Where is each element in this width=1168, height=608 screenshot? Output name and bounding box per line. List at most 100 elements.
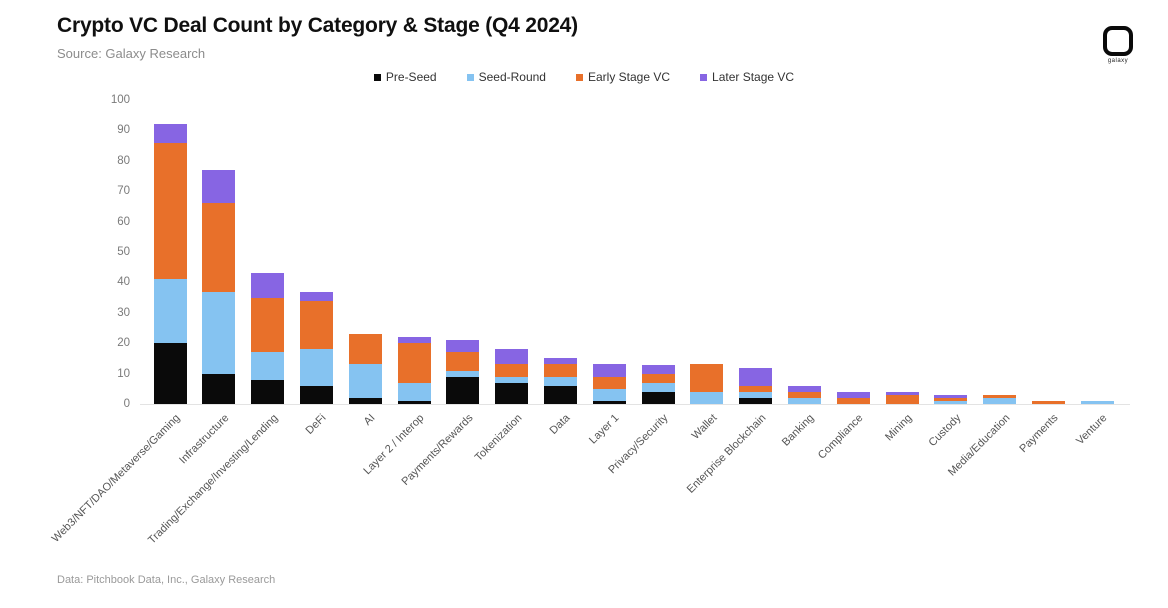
legend-label: Later Stage VC xyxy=(712,70,795,84)
bar-segment xyxy=(543,385,577,404)
bar-segment xyxy=(885,391,919,395)
chart-legend: Pre-Seed Seed-Round Early Stage VC Later St… xyxy=(0,70,1168,84)
x-axis-label: Venture xyxy=(1074,412,1110,448)
bar-stack xyxy=(934,394,968,404)
bar-segment xyxy=(592,364,626,377)
bar-segment xyxy=(397,382,431,401)
legend-swatch-icon xyxy=(373,73,381,81)
bar-segment xyxy=(397,400,431,404)
bar-segment xyxy=(251,352,285,380)
bar-stack xyxy=(592,364,626,404)
legend-swatch-icon xyxy=(575,73,583,81)
bar-stack xyxy=(1031,400,1065,404)
bar-stack xyxy=(836,391,870,404)
legend-item: Seed-Round xyxy=(466,70,546,84)
y-axis-tick: 10 xyxy=(117,367,130,380)
legend-item: Early Stage VC xyxy=(575,70,671,84)
x-axis-label: Custody xyxy=(926,412,964,450)
y-axis-tick: 40 xyxy=(117,276,130,289)
bar-segment xyxy=(592,400,626,404)
bar-segment xyxy=(348,397,382,404)
bar-segment xyxy=(1080,400,1114,404)
bar-segment xyxy=(543,358,577,365)
bar-segment xyxy=(690,391,724,404)
bar-stack xyxy=(1080,400,1114,404)
galaxy-logo: galaxy xyxy=(1098,26,1138,64)
bar-segment xyxy=(446,376,480,404)
x-axis-label: Wallet xyxy=(689,412,720,442)
bar-segment xyxy=(739,397,773,404)
legend-item: Later Stage VC xyxy=(700,70,794,84)
bar-stack xyxy=(690,364,724,404)
bar-stack xyxy=(299,291,333,404)
bar-segment xyxy=(641,373,675,383)
bar-segment xyxy=(592,388,626,401)
bar-stack xyxy=(641,364,675,404)
bar-segment xyxy=(641,382,675,392)
bar-segment xyxy=(983,397,1017,404)
bar-segment xyxy=(202,291,236,374)
y-axis-tick: 90 xyxy=(117,124,130,137)
bar-segment xyxy=(543,364,577,377)
bar-segment xyxy=(202,203,236,292)
bar-segment xyxy=(934,400,968,404)
bar-segment xyxy=(787,385,821,392)
bar-segment xyxy=(787,391,821,398)
footer-attribution: Data: Pitchbook Data, Inc., Galaxy Resea… xyxy=(57,574,276,586)
y-axis-tick: 80 xyxy=(117,154,130,167)
legend-item: Pre-Seed xyxy=(373,70,437,84)
bar-segment xyxy=(397,337,431,344)
stacked-bar-chart: 0 10 20 30 40 50 60 70 80 90 100 Web3/NFT/DAO/Metav… xyxy=(50,94,1130,546)
legend-label: Seed-Round xyxy=(478,70,546,84)
x-axis-label: Infrastructure xyxy=(176,412,232,467)
bar-stack xyxy=(495,349,529,404)
bar-stack xyxy=(739,367,773,404)
legend-swatch-icon xyxy=(700,73,708,81)
bar-stack xyxy=(543,358,577,404)
bar-segment xyxy=(495,382,529,404)
bar-segment xyxy=(934,397,968,401)
y-axis-tick: 100 xyxy=(110,94,130,106)
bar-segment xyxy=(543,376,577,386)
x-axis-label: Data xyxy=(547,412,573,437)
bar-segment xyxy=(153,343,187,404)
x-axis-label: Compliance xyxy=(816,412,866,462)
legend-swatch-icon xyxy=(466,73,474,81)
page-title: Crypto VC Deal Count by Category & Stage… xyxy=(57,14,578,37)
bar-stack xyxy=(397,337,431,404)
bar-segment xyxy=(641,391,675,404)
bar-segment xyxy=(739,391,773,398)
bar-segment xyxy=(153,142,187,280)
galaxy-logo-text: galaxy xyxy=(1107,58,1129,64)
bar-stack xyxy=(153,124,187,404)
y-axis-tick: 30 xyxy=(117,306,130,319)
x-axis-label: DeFi xyxy=(303,412,329,437)
bar-stack xyxy=(251,273,285,404)
x-axis-label: Layer 1 xyxy=(587,412,622,447)
legend-label: Early Stage VC xyxy=(587,70,671,84)
x-axis-label: Mining xyxy=(883,412,915,444)
bar-segment xyxy=(446,352,480,371)
x-axis-label: Tokenization xyxy=(472,412,525,464)
bar-segment xyxy=(299,300,333,350)
bar-segment xyxy=(787,397,821,404)
bar-stack xyxy=(446,340,480,404)
bar-segment xyxy=(446,370,480,377)
bar-segment xyxy=(592,376,626,389)
bar-segment xyxy=(202,169,236,204)
y-axis-tick: 0 xyxy=(123,398,130,410)
y-axis-tick: 50 xyxy=(117,246,130,258)
galaxy-logo-icon xyxy=(1103,26,1133,56)
bar-segment xyxy=(495,364,529,377)
bar-segment xyxy=(641,364,675,374)
y-axis-tick: 70 xyxy=(117,185,130,198)
y-axis-tick: 20 xyxy=(117,337,130,350)
bar-segment xyxy=(885,394,919,404)
bar-segment xyxy=(739,367,773,386)
bar-stack xyxy=(202,169,236,404)
bar-segment xyxy=(251,297,285,353)
bar-stack xyxy=(348,334,382,404)
bar-segment xyxy=(934,394,968,398)
bar-segment xyxy=(251,273,285,298)
bar-segment xyxy=(348,364,382,398)
